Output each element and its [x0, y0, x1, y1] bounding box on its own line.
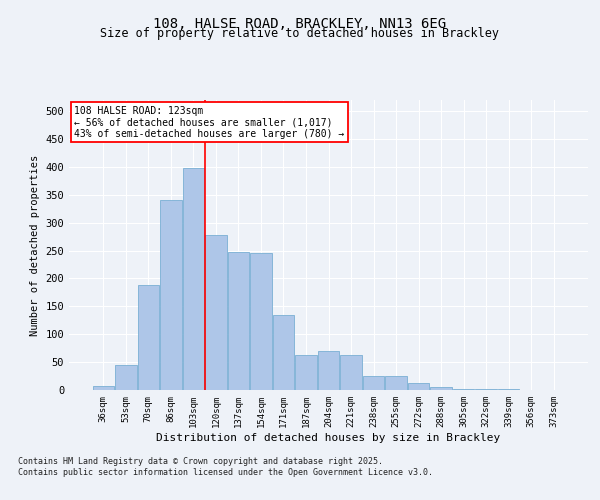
Text: Contains HM Land Registry data © Crown copyright and database right 2025.
Contai: Contains HM Land Registry data © Crown c… — [18, 458, 433, 477]
Bar — [385, 376, 407, 390]
Bar — [250, 254, 272, 390]
Bar — [182, 168, 204, 390]
Bar — [92, 386, 114, 390]
Bar — [363, 376, 384, 390]
X-axis label: Distribution of detached houses by size in Brackley: Distribution of detached houses by size … — [157, 432, 500, 442]
Bar — [115, 365, 137, 390]
Text: 108, HALSE ROAD, BRACKLEY, NN13 6EG: 108, HALSE ROAD, BRACKLEY, NN13 6EG — [154, 18, 446, 32]
Bar — [430, 387, 452, 390]
Bar — [205, 235, 227, 390]
Bar — [453, 389, 475, 390]
Bar — [340, 356, 362, 390]
Text: Size of property relative to detached houses in Brackley: Size of property relative to detached ho… — [101, 28, 499, 40]
Bar — [228, 252, 249, 390]
Bar — [408, 384, 429, 390]
Bar — [137, 285, 159, 390]
Bar — [273, 314, 294, 390]
Text: 108 HALSE ROAD: 123sqm
← 56% of detached houses are smaller (1,017)
43% of semi-: 108 HALSE ROAD: 123sqm ← 56% of detached… — [74, 106, 344, 139]
Y-axis label: Number of detached properties: Number of detached properties — [30, 154, 40, 336]
Bar — [295, 356, 317, 390]
Bar — [160, 200, 182, 390]
Bar — [318, 351, 339, 390]
